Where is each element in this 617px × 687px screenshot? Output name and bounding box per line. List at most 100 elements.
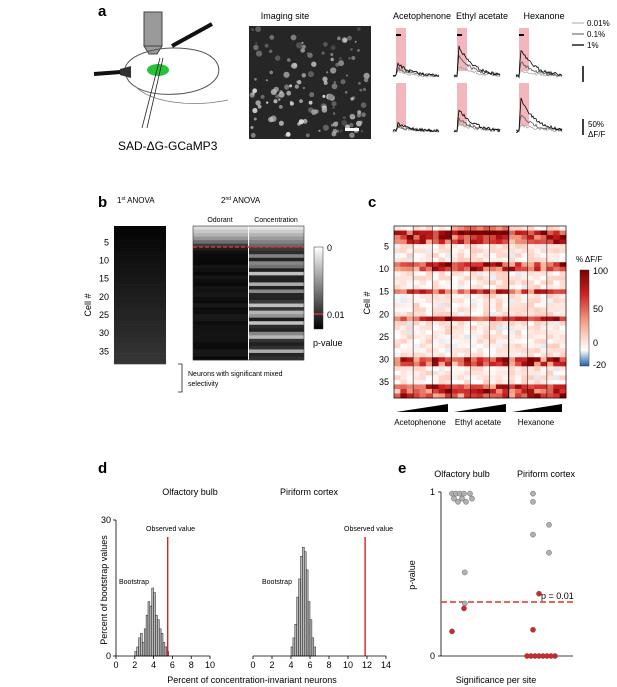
heatmap-cell <box>406 253 414 258</box>
heatmap-cell <box>489 330 497 335</box>
heatmap-cell <box>457 357 465 363</box>
concentration-pvalue-cell <box>249 293 304 297</box>
imaging-cell <box>322 76 328 82</box>
heatmap-cell <box>521 366 529 372</box>
bootstrap-label-pc: Bootstrap <box>262 579 292 586</box>
heatmap-cell <box>432 375 439 381</box>
heatmap-cell <box>464 352 471 358</box>
heatmap-cell <box>476 230 484 236</box>
heatmap-cell <box>438 293 446 299</box>
heatmap-cell <box>553 330 560 335</box>
heatmap-cell <box>546 384 554 390</box>
heatmap-cell <box>534 384 541 390</box>
heatmap-cell <box>508 334 516 340</box>
observed-label-ob: Observed value <box>146 526 195 533</box>
concentration-pvalue-cell <box>249 356 304 361</box>
panel-c-ytick: 15 <box>379 287 389 297</box>
concentration-pvalue-cell <box>249 324 304 329</box>
heatmap-cell <box>444 357 452 363</box>
heatmap-cell <box>502 302 509 308</box>
heatmap-cell <box>406 280 414 286</box>
heatmap-cell <box>406 271 414 277</box>
legend-label-1: 1% <box>587 41 599 50</box>
histogram-bar <box>136 646 139 657</box>
odor-onset-marker <box>519 34 524 36</box>
heatmap-cell <box>508 307 516 313</box>
histogram-bar <box>158 628 162 657</box>
heatmap-cell <box>495 298 503 304</box>
heatmap-cell <box>432 379 439 385</box>
imaging-cell <box>254 78 257 81</box>
heatmap-cell <box>527 384 535 390</box>
heatmap-cell <box>470 379 478 385</box>
heatmap-cell <box>394 257 401 263</box>
heatmap-cell <box>527 284 535 290</box>
heatmap-cell <box>483 343 490 349</box>
odor-stimulus-shade <box>457 28 467 71</box>
heatmap-cell <box>483 248 490 254</box>
pvalue-cbar-label: p-value <box>313 338 343 348</box>
panel-c-ytick: 5 <box>384 241 389 251</box>
heatmap-cell <box>489 257 497 263</box>
heatmap-cell <box>559 330 567 335</box>
heatmap-cell <box>451 298 458 304</box>
heatmap-cell <box>527 226 535 231</box>
heatmap-cell <box>394 244 401 249</box>
heatmap-cell <box>546 298 554 304</box>
heatmap-cell <box>400 352 408 358</box>
histogram-bar <box>290 646 294 657</box>
imaging-cells <box>249 26 370 138</box>
heatmap-cell <box>534 312 541 317</box>
heatmap-cell <box>400 257 408 263</box>
imaging-cell <box>270 89 277 95</box>
heatmap-cell <box>394 275 401 281</box>
heatmap-cell <box>470 293 478 299</box>
heatmap-cell <box>515 284 522 290</box>
heatmap-cell <box>406 384 414 390</box>
heatmap-cell <box>413 284 420 290</box>
heatmap-cell <box>451 226 458 231</box>
heatmap-cell <box>546 253 554 258</box>
heatmap-cell <box>406 239 414 245</box>
heatmap-cell <box>534 375 541 381</box>
heatmap-cell <box>540 366 548 372</box>
heatmap-cell <box>540 307 548 313</box>
heatmap-cell <box>413 339 420 344</box>
heatmap-cell <box>534 307 541 313</box>
heatmap-cell <box>444 348 452 354</box>
heatmap-cell <box>515 262 522 268</box>
heatmap-cell <box>470 370 478 376</box>
heatmap-cell <box>489 298 497 304</box>
panel-b-ytick: 15 <box>99 274 109 284</box>
heatmap-cell <box>413 262 420 268</box>
imaging-cell <box>301 73 306 78</box>
heatmap-cell <box>419 343 427 349</box>
imaging-cell <box>291 62 298 69</box>
heatmap-cell <box>476 321 484 326</box>
heatmap-cell <box>559 361 567 367</box>
heatmap-cell <box>559 348 567 354</box>
odorant-pvalue-cell <box>193 250 248 255</box>
y-tick-label: 30 <box>101 515 111 525</box>
heatmap-cell <box>406 325 414 331</box>
heatmap-cell <box>553 325 560 331</box>
heatmap-cell <box>438 230 446 236</box>
heatmap-cell <box>515 388 522 394</box>
heatmap-cell <box>495 266 503 272</box>
concentration-pvalue-cell <box>249 300 304 304</box>
odorant-pvalue-cell <box>193 271 248 276</box>
heatmap-cell <box>413 343 420 349</box>
panel-c-ylabel: Cell # <box>362 291 372 314</box>
heatmap-cell <box>495 257 503 263</box>
heatmap-cell <box>438 316 446 322</box>
odorant-pvalue-cell <box>193 243 248 248</box>
heatmap-cell <box>483 293 490 299</box>
heatmap-cell <box>464 293 471 299</box>
imaging-cell <box>296 42 303 49</box>
heatmap-cell <box>413 248 420 254</box>
response-cbar-title: % ΔF/F <box>576 255 602 264</box>
odorant-pvalue-cell <box>193 282 248 287</box>
heatmap-cell <box>400 275 408 281</box>
heatmap-cell <box>476 366 484 372</box>
concentration-pvalue-cell <box>249 345 304 350</box>
